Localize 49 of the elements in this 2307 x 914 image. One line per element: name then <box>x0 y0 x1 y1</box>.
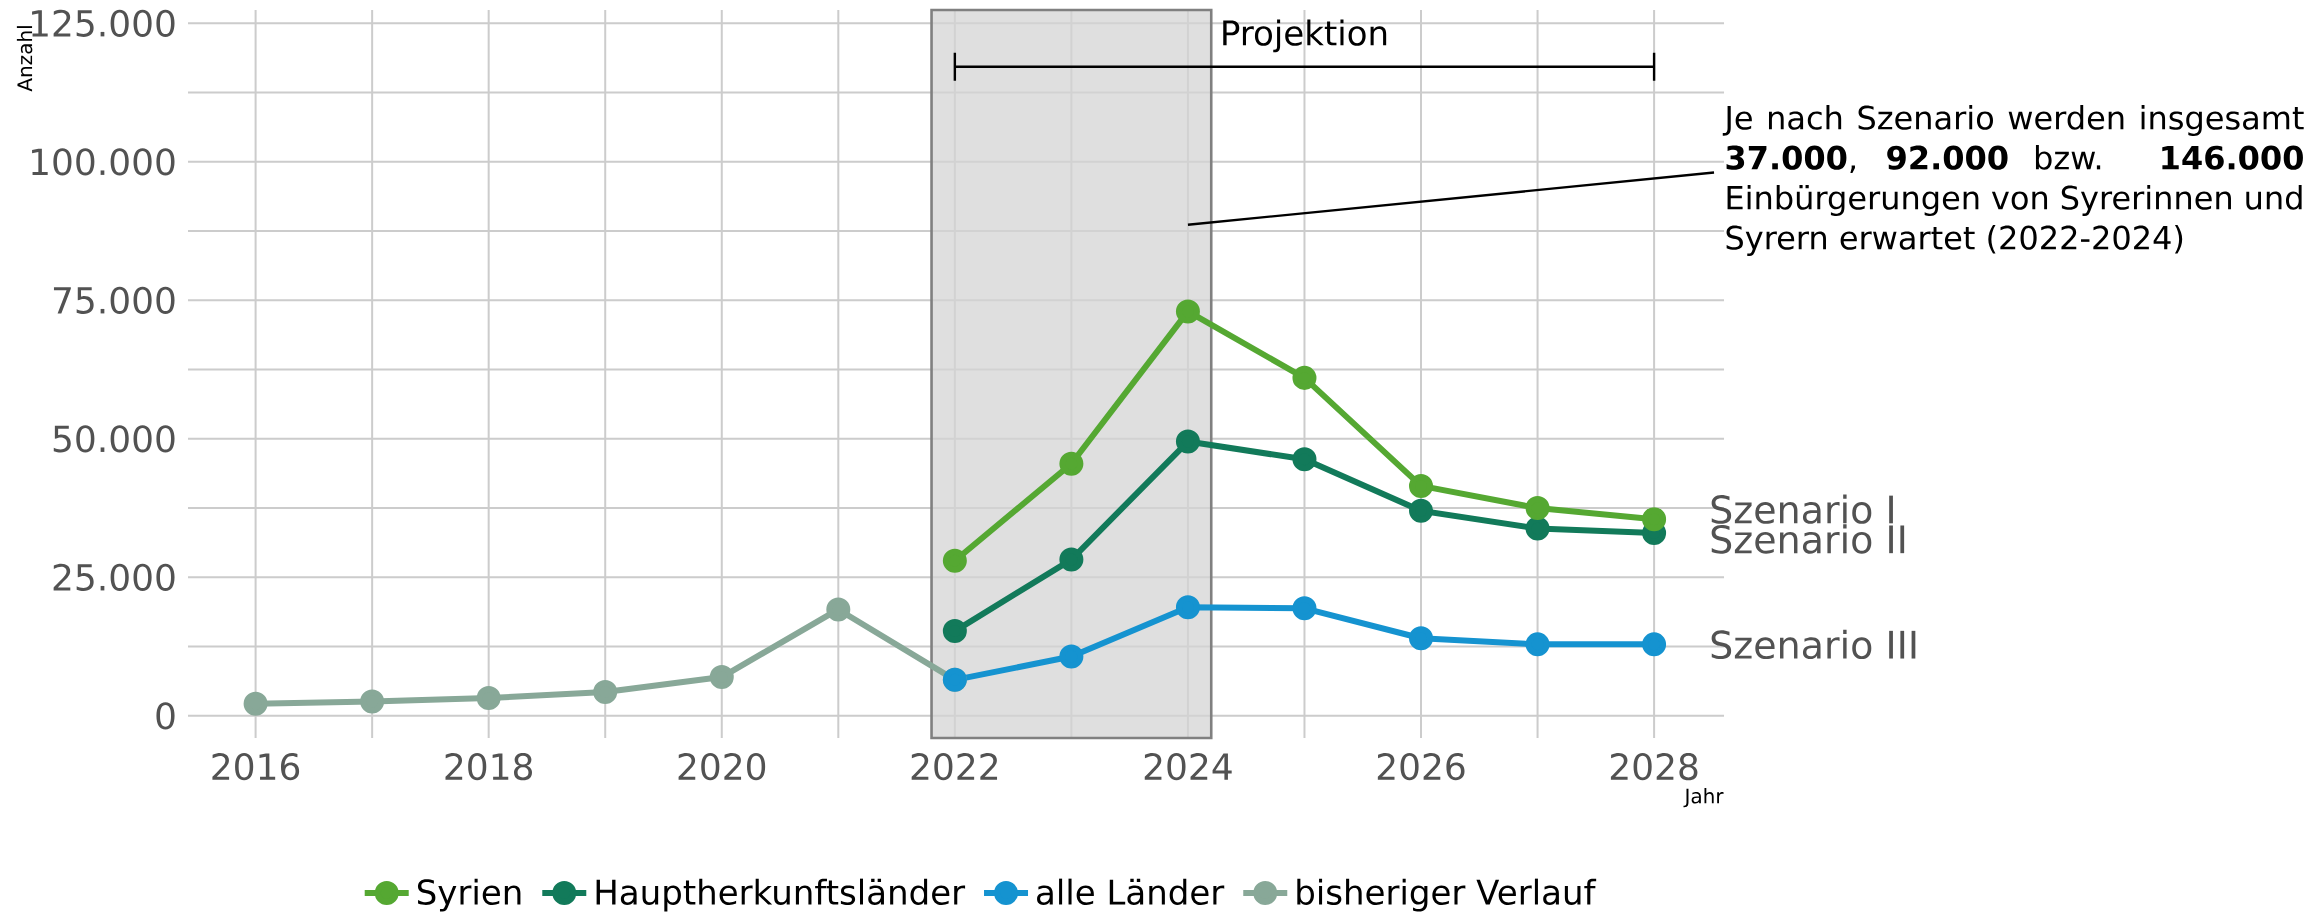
x-tick-label: 2028 <box>1610 753 1698 781</box>
point <box>1292 365 1317 390</box>
legend-label: alle Länder <box>1037 878 1225 905</box>
y-tick-label: 0 <box>156 702 175 730</box>
x-tick-label: 2026 <box>1377 753 1465 781</box>
y-tick-label: 50.000 <box>53 425 175 453</box>
y-axis-title: Anzahl <box>16 26 33 92</box>
annotation: Szenario II <box>1711 524 1905 554</box>
annotation: Projektion <box>1223 19 1387 53</box>
x-tick-label: 2020 <box>678 753 766 781</box>
point <box>1409 626 1434 651</box>
point <box>1292 447 1317 472</box>
point <box>360 689 385 714</box>
x-tick-label: 2022 <box>911 753 998 781</box>
y-tick-label: 25.000 <box>53 563 175 591</box>
point <box>1059 644 1084 669</box>
point <box>1409 498 1434 523</box>
point <box>1175 299 1200 324</box>
legend-label: Hauptherkunftsländer <box>596 878 966 912</box>
y-tick-label: 100.000 <box>32 148 175 176</box>
point <box>1525 496 1550 521</box>
point <box>826 597 851 622</box>
point <box>1059 451 1084 476</box>
point <box>243 691 268 716</box>
point <box>1642 507 1667 532</box>
y-tick-label: 75.000 <box>53 286 175 314</box>
legend-label: Syrien <box>417 878 521 912</box>
x-axis-title: Jahr <box>1683 788 1724 808</box>
point <box>593 680 618 705</box>
point <box>1525 632 1550 657</box>
point <box>476 686 501 711</box>
x-tick-label: 2018 <box>445 753 532 781</box>
point <box>1175 429 1200 454</box>
text: Je nach Szenario werden insgesamt 37.000, 92.000 bzw. 146.000 Einbürgerungen von Syrerinnen und Syrern erwartet (2022-2024) <box>1722 105 2304 256</box>
legend-label: bisheriger Verlauf <box>1297 878 1597 912</box>
annotation: Szenario I <box>1711 494 1893 524</box>
point <box>942 619 967 644</box>
point <box>1409 473 1434 498</box>
point <box>1175 595 1200 620</box>
point <box>709 665 734 690</box>
point <box>1642 632 1667 657</box>
point <box>1525 516 1550 541</box>
point <box>1292 596 1317 621</box>
annotation: Szenario III <box>1711 629 1916 660</box>
x-tick-label: 2024 <box>1144 753 1232 781</box>
y-tick-label: 125.000 <box>32 9 175 37</box>
point <box>942 548 967 573</box>
x-tick-label: 2016 <box>212 753 300 781</box>
point <box>1059 547 1084 572</box>
